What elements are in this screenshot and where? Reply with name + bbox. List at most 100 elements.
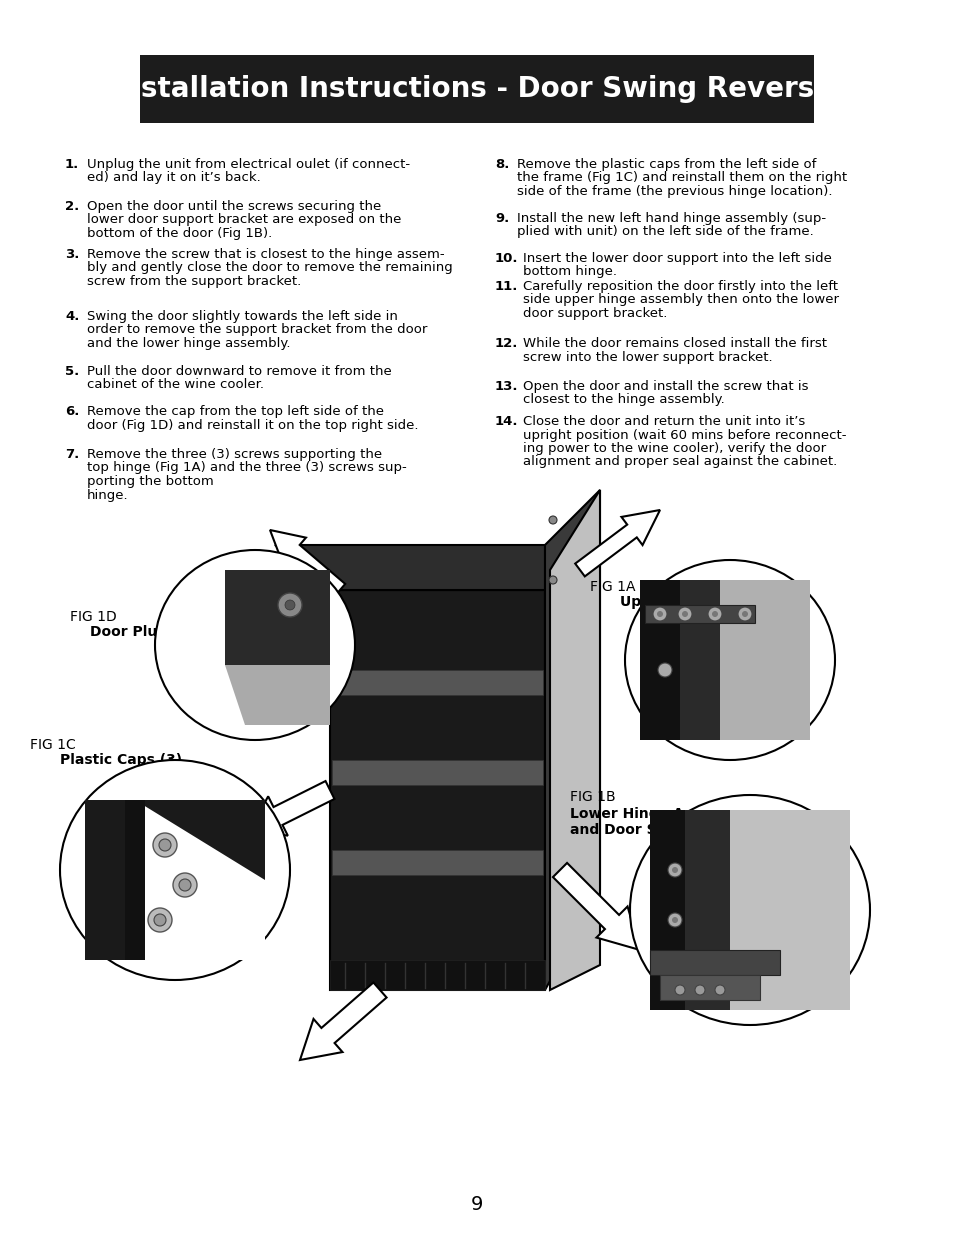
Text: 6.: 6.: [65, 405, 79, 417]
Text: bottom of the door (Fig 1B).: bottom of the door (Fig 1B).: [87, 227, 272, 240]
Text: 2.: 2.: [65, 200, 79, 212]
Polygon shape: [332, 850, 542, 876]
Ellipse shape: [154, 550, 355, 740]
Circle shape: [179, 879, 191, 890]
Polygon shape: [85, 800, 265, 960]
Text: 14.: 14.: [495, 415, 518, 429]
Circle shape: [652, 606, 666, 621]
Text: upright position (wait 60 mins before reconnect-: upright position (wait 60 mins before re…: [522, 429, 845, 441]
Text: Open the door until the screws securing the: Open the door until the screws securing …: [87, 200, 381, 212]
Polygon shape: [544, 490, 599, 990]
Polygon shape: [639, 580, 679, 740]
Text: ed) and lay it on it’s back.: ed) and lay it on it’s back.: [87, 172, 260, 184]
Polygon shape: [225, 571, 330, 664]
Circle shape: [548, 516, 557, 524]
FancyArrow shape: [299, 983, 386, 1060]
Text: Plastic Caps (3): Plastic Caps (3): [60, 753, 182, 767]
Text: 9.: 9.: [495, 212, 509, 225]
Text: Pull the door downward to remove it from the: Pull the door downward to remove it from…: [87, 366, 392, 378]
Polygon shape: [729, 810, 849, 1010]
Text: Upper Hinge: Upper Hinge: [619, 595, 717, 609]
Circle shape: [714, 986, 724, 995]
Text: While the door remains closed install the first: While the door remains closed install th…: [522, 337, 826, 350]
Text: Door Plug: Door Plug: [90, 625, 167, 638]
FancyArrow shape: [270, 530, 345, 597]
Circle shape: [172, 873, 196, 897]
Circle shape: [741, 611, 747, 618]
Polygon shape: [659, 974, 760, 1000]
Text: plied with unit) on the left side of the frame.: plied with unit) on the left side of the…: [517, 226, 813, 238]
Text: top hinge (Fig 1A) and the three (3) screws sup-: top hinge (Fig 1A) and the three (3) scr…: [87, 462, 406, 474]
Text: Close the door and return the unit into it’s: Close the door and return the unit into …: [522, 415, 804, 429]
Text: Remove the plastic caps from the left side of: Remove the plastic caps from the left si…: [517, 158, 816, 170]
Text: FIG 1A: FIG 1A: [589, 580, 635, 594]
Text: screw from the support bracket.: screw from the support bracket.: [87, 275, 301, 288]
Text: 7.: 7.: [65, 448, 79, 461]
Polygon shape: [332, 671, 542, 695]
Text: FIG 1C: FIG 1C: [30, 739, 75, 752]
Text: porting the bottom: porting the bottom: [87, 475, 213, 488]
Polygon shape: [649, 950, 780, 974]
Circle shape: [152, 832, 177, 857]
Polygon shape: [330, 590, 544, 990]
Text: 11.: 11.: [495, 280, 517, 293]
Circle shape: [671, 918, 678, 923]
Text: closest to the hinge assembly.: closest to the hinge assembly.: [522, 394, 724, 406]
Circle shape: [667, 863, 681, 877]
FancyArrow shape: [553, 863, 639, 950]
Polygon shape: [639, 580, 809, 740]
Text: ing power to the wine cooler), verify the door: ing power to the wine cooler), verify th…: [522, 442, 825, 454]
Text: Install the new left hand hinge assembly (sup-: Install the new left hand hinge assembly…: [517, 212, 825, 225]
Circle shape: [277, 593, 302, 618]
Text: 5.: 5.: [65, 366, 79, 378]
Circle shape: [711, 611, 718, 618]
Text: 13.: 13.: [495, 380, 518, 393]
Circle shape: [707, 606, 721, 621]
Text: lower door support bracket are exposed on the: lower door support bracket are exposed o…: [87, 214, 401, 226]
Text: the frame (Fig 1C) and reinstall them on the right: the frame (Fig 1C) and reinstall them on…: [517, 172, 846, 184]
Circle shape: [658, 663, 671, 677]
Text: 12.: 12.: [495, 337, 517, 350]
Polygon shape: [125, 800, 145, 960]
Text: 4.: 4.: [65, 310, 79, 324]
Text: and the lower hinge assembly.: and the lower hinge assembly.: [87, 337, 291, 350]
Text: Installation Instructions - Door Swing Reversal: Installation Instructions - Door Swing R…: [112, 75, 841, 103]
Circle shape: [153, 914, 166, 926]
Text: hinge.: hinge.: [87, 489, 129, 501]
Text: door (Fig 1D) and reinstall it on the top right side.: door (Fig 1D) and reinstall it on the to…: [87, 419, 418, 431]
Circle shape: [675, 986, 684, 995]
Polygon shape: [332, 760, 542, 785]
Text: 3.: 3.: [65, 248, 79, 261]
Ellipse shape: [624, 559, 834, 760]
Text: alignment and proper seal against the cabinet.: alignment and proper seal against the ca…: [522, 456, 837, 468]
Circle shape: [657, 611, 662, 618]
Text: FIG 1B: FIG 1B: [569, 790, 615, 804]
Text: Remove the three (3) screws supporting the: Remove the three (3) screws supporting t…: [87, 448, 382, 461]
Text: bottom hinge.: bottom hinge.: [522, 266, 617, 279]
Text: Insert the lower door support into the left side: Insert the lower door support into the l…: [522, 252, 831, 266]
Polygon shape: [649, 810, 684, 1010]
Text: Carefully reposition the door firstly into the left: Carefully reposition the door firstly in…: [522, 280, 837, 293]
Text: and Door Support Bracket: and Door Support Bracket: [569, 823, 774, 837]
Text: Lower Hinge Assembly: Lower Hinge Assembly: [569, 806, 747, 821]
Ellipse shape: [60, 760, 290, 981]
Polygon shape: [649, 810, 849, 1010]
Text: Remove the cap from the top left side of the: Remove the cap from the top left side of…: [87, 405, 384, 417]
Text: side upper hinge assembly then onto the lower: side upper hinge assembly then onto the …: [522, 294, 838, 306]
Polygon shape: [274, 545, 544, 590]
Circle shape: [681, 611, 687, 618]
Text: screw into the lower support bracket.: screw into the lower support bracket.: [522, 351, 772, 363]
FancyBboxPatch shape: [140, 56, 813, 124]
Text: cabinet of the wine cooler.: cabinet of the wine cooler.: [87, 378, 264, 391]
Circle shape: [738, 606, 751, 621]
Polygon shape: [225, 664, 330, 725]
Circle shape: [695, 986, 704, 995]
Text: 10.: 10.: [495, 252, 518, 266]
Polygon shape: [720, 580, 809, 740]
Polygon shape: [330, 960, 544, 990]
Text: door support bracket.: door support bracket.: [522, 308, 667, 320]
Ellipse shape: [629, 795, 869, 1025]
Circle shape: [667, 913, 681, 927]
Text: side of the frame (the previous hinge location).: side of the frame (the previous hinge lo…: [517, 185, 832, 198]
Circle shape: [678, 606, 691, 621]
